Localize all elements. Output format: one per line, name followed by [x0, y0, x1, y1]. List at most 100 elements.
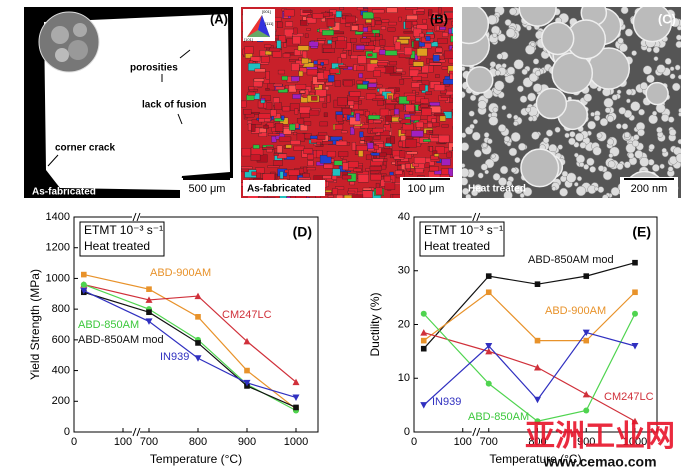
grain: [347, 161, 359, 168]
grain: [316, 141, 321, 145]
particle: [521, 68, 528, 75]
grain: [293, 145, 305, 151]
grain: [367, 53, 373, 57]
grain: [402, 123, 414, 131]
grain: [336, 194, 344, 198]
marker: [195, 340, 201, 346]
grain: [311, 96, 318, 101]
grain: [413, 28, 422, 37]
x-tick-label: 0: [71, 436, 77, 448]
grain: [267, 83, 276, 91]
grain: [373, 141, 384, 144]
grain: [384, 182, 396, 190]
panel-label: (B): [430, 11, 448, 26]
grain: [414, 168, 424, 173]
particle: [545, 129, 554, 137]
grain: [295, 195, 307, 198]
grain: [411, 21, 418, 26]
marker: [81, 271, 87, 278]
grain: [428, 130, 433, 133]
grain: [349, 117, 361, 126]
marker: [485, 380, 492, 387]
particle: [602, 194, 609, 198]
grain: [298, 70, 304, 77]
grain: [335, 140, 348, 146]
grain: [267, 133, 280, 136]
particle: [462, 167, 470, 178]
grain: [300, 112, 311, 118]
particle: [564, 132, 570, 139]
series-label: ABD-900AM: [545, 305, 606, 317]
grain: [260, 56, 270, 63]
grain: [258, 113, 271, 119]
grain: [441, 66, 448, 70]
grain: [296, 118, 305, 125]
grain: [302, 50, 308, 59]
particle: [494, 80, 505, 91]
particle: [509, 7, 517, 16]
grain: [264, 44, 272, 48]
panel-label: (C): [658, 11, 676, 26]
grain: [334, 80, 341, 87]
grain: [422, 18, 427, 24]
grain: [371, 18, 375, 27]
particle: [540, 21, 575, 56]
particle: [489, 61, 496, 68]
grain: [410, 114, 421, 121]
grain: [342, 175, 352, 180]
grain: [300, 19, 308, 26]
particle: [473, 149, 482, 158]
grain: [419, 33, 425, 38]
grain: [342, 162, 349, 171]
grain: [403, 30, 414, 34]
key-label: [001]: [262, 9, 271, 14]
grain: [413, 61, 424, 67]
grain: [277, 153, 288, 159]
marker: [420, 402, 428, 409]
grain: [273, 159, 283, 166]
particle: [639, 82, 648, 90]
particle: [583, 164, 590, 170]
grain: [323, 163, 334, 169]
grain: [351, 194, 364, 198]
particle: [675, 40, 681, 49]
particle: [532, 58, 540, 65]
x-tick-label: 0: [411, 436, 417, 448]
grain: [432, 54, 440, 62]
grain: [357, 84, 368, 90]
series-label: IN939: [160, 351, 189, 363]
x-axis-label: Temperature (°C): [150, 452, 242, 466]
particle: [675, 34, 681, 41]
y-tick-label: 1000: [46, 272, 70, 284]
particle: [514, 184, 524, 195]
grain: [435, 74, 440, 78]
grain: [388, 95, 393, 100]
particle: [579, 162, 585, 168]
grain: [405, 139, 417, 148]
grain: [306, 28, 311, 31]
grain: [425, 36, 431, 41]
grain: [296, 133, 305, 142]
annotation: Heat treated: [424, 239, 490, 253]
particle: [672, 82, 681, 92]
grain: [275, 123, 284, 132]
grain: [251, 171, 257, 176]
grain: [398, 141, 403, 147]
particle: [498, 177, 507, 187]
grain: [405, 21, 412, 29]
particle: [589, 166, 597, 173]
grain: [405, 104, 415, 112]
particle: [593, 114, 601, 122]
grain: [265, 88, 270, 91]
grain: [337, 36, 345, 42]
marker: [194, 355, 202, 362]
marker: [631, 343, 639, 350]
particle: [652, 110, 658, 116]
grain: [317, 38, 327, 41]
grain: [367, 25, 372, 32]
grain: [369, 166, 382, 171]
grain: [379, 130, 390, 136]
grain: [441, 158, 451, 166]
grain: [304, 33, 309, 38]
y-tick-label: 800: [52, 303, 70, 315]
